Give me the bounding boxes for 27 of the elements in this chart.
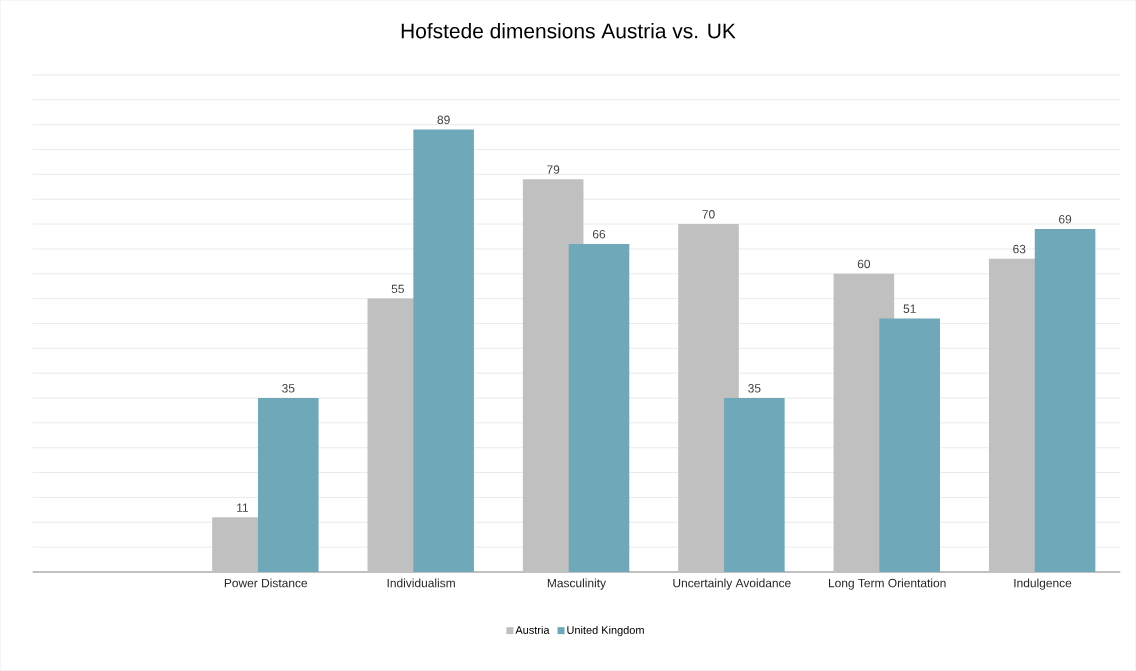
bar [568,244,630,573]
data-label: 51 [903,304,916,314]
bar [413,129,474,573]
bar [879,318,940,573]
data-label: 35 [282,384,295,393]
data-label: 63 [1013,244,1026,254]
x-tick-label: Masculinity [547,578,607,590]
x-tick-label: Individualism [387,578,455,588]
bar [257,398,319,573]
x-tick-label: Uncertainly Avoidance [673,578,791,590]
bar [1034,229,1096,573]
legend-label: United Kingdom [567,626,644,637]
chart-title: Hofstede dimensions Austria vs. UK [401,23,736,39]
data-label: 79 [547,165,560,174]
data-label: 69 [1059,215,1072,224]
x-tick-label: Power Distance [224,578,308,588]
data-label: 66 [592,230,606,239]
data-label: 60 [857,259,871,269]
data-label: 55 [391,284,404,294]
x-tick-label: Indulgence [1014,578,1072,590]
data-label: 70 [702,210,715,219]
legend-label: Austria [515,626,550,635]
x-tick-label: Long Term Orientation [828,578,946,590]
data-label: 35 [748,384,761,393]
data-label: 89 [437,115,450,125]
bar [724,398,785,573]
data-label: 11 [237,503,249,512]
